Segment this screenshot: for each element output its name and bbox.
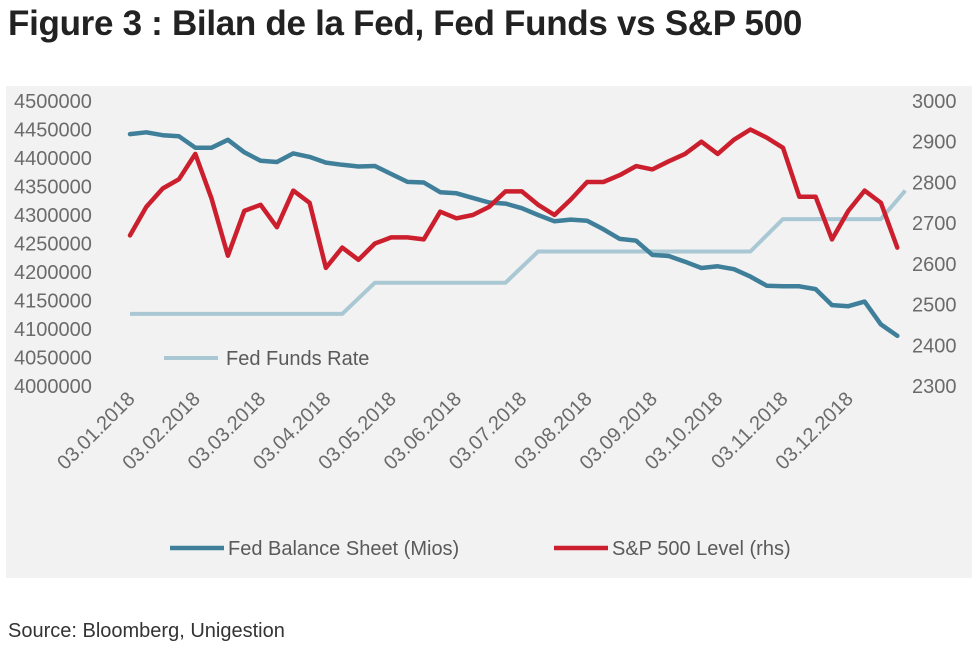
series-line-2 [130, 189, 907, 316]
right-axis-ticks: 3000 2900 2800 2700 2600 2500 2400 2300 [912, 91, 957, 398]
x-axis-ticks: 03.01.201803.02.201803.03.201803.04.2018… [53, 388, 858, 474]
left-tick-label: 4350000 [14, 177, 92, 199]
source-note: Source: Bloomberg, Unigestion [8, 620, 285, 642]
series-line-0 [127, 130, 900, 339]
left-tick-label: 4200000 [14, 262, 92, 284]
chart: 4500000 4450000 4400000 4350000 4300000 42500… [14, 91, 957, 560]
left-tick-label: 4300000 [14, 205, 92, 227]
left-tick-label: 4000000 [14, 376, 92, 398]
right-tick-label: 2900 [912, 132, 957, 154]
legend-label-sp500: S&P 500 Level (rhs) [612, 538, 791, 560]
left-axis-ticks: 4500000 4450000 4400000 4350000 4300000 42500… [14, 91, 92, 398]
legend: Fed Funds Rate Fed Balance Sheet (Mios) S&… [164, 348, 791, 560]
left-tick-label: 4450000 [14, 120, 92, 142]
left-tick-label: 4150000 [14, 291, 92, 313]
right-tick-label: 2500 [912, 295, 957, 317]
figure-title: Figure 3 : Bilan de la Fed, Fed Funds vs… [8, 4, 803, 43]
right-tick-label: 2800 [912, 172, 957, 194]
right-tick-label: 2300 [912, 376, 957, 398]
left-tick-label: 4250000 [14, 234, 92, 256]
right-tick-label: 2600 [912, 254, 957, 276]
legend-label-balance-sheet: Fed Balance Sheet (Mios) [228, 538, 459, 560]
left-tick-label: 4500000 [14, 91, 92, 113]
left-tick-label: 4400000 [14, 148, 92, 170]
chart-panel: 4500000 4450000 4400000 4350000 4300000 42500… [6, 86, 972, 578]
right-tick-label: 3000 [912, 91, 957, 113]
series-lines [127, 127, 907, 339]
series-line-1 [127, 127, 900, 271]
right-tick-label: 2700 [912, 213, 957, 235]
left-tick-label: 4100000 [14, 319, 92, 341]
right-tick-label: 2400 [912, 335, 957, 357]
legend-label-fed-funds: Fed Funds Rate [226, 348, 369, 370]
left-tick-label: 4050000 [14, 348, 92, 370]
